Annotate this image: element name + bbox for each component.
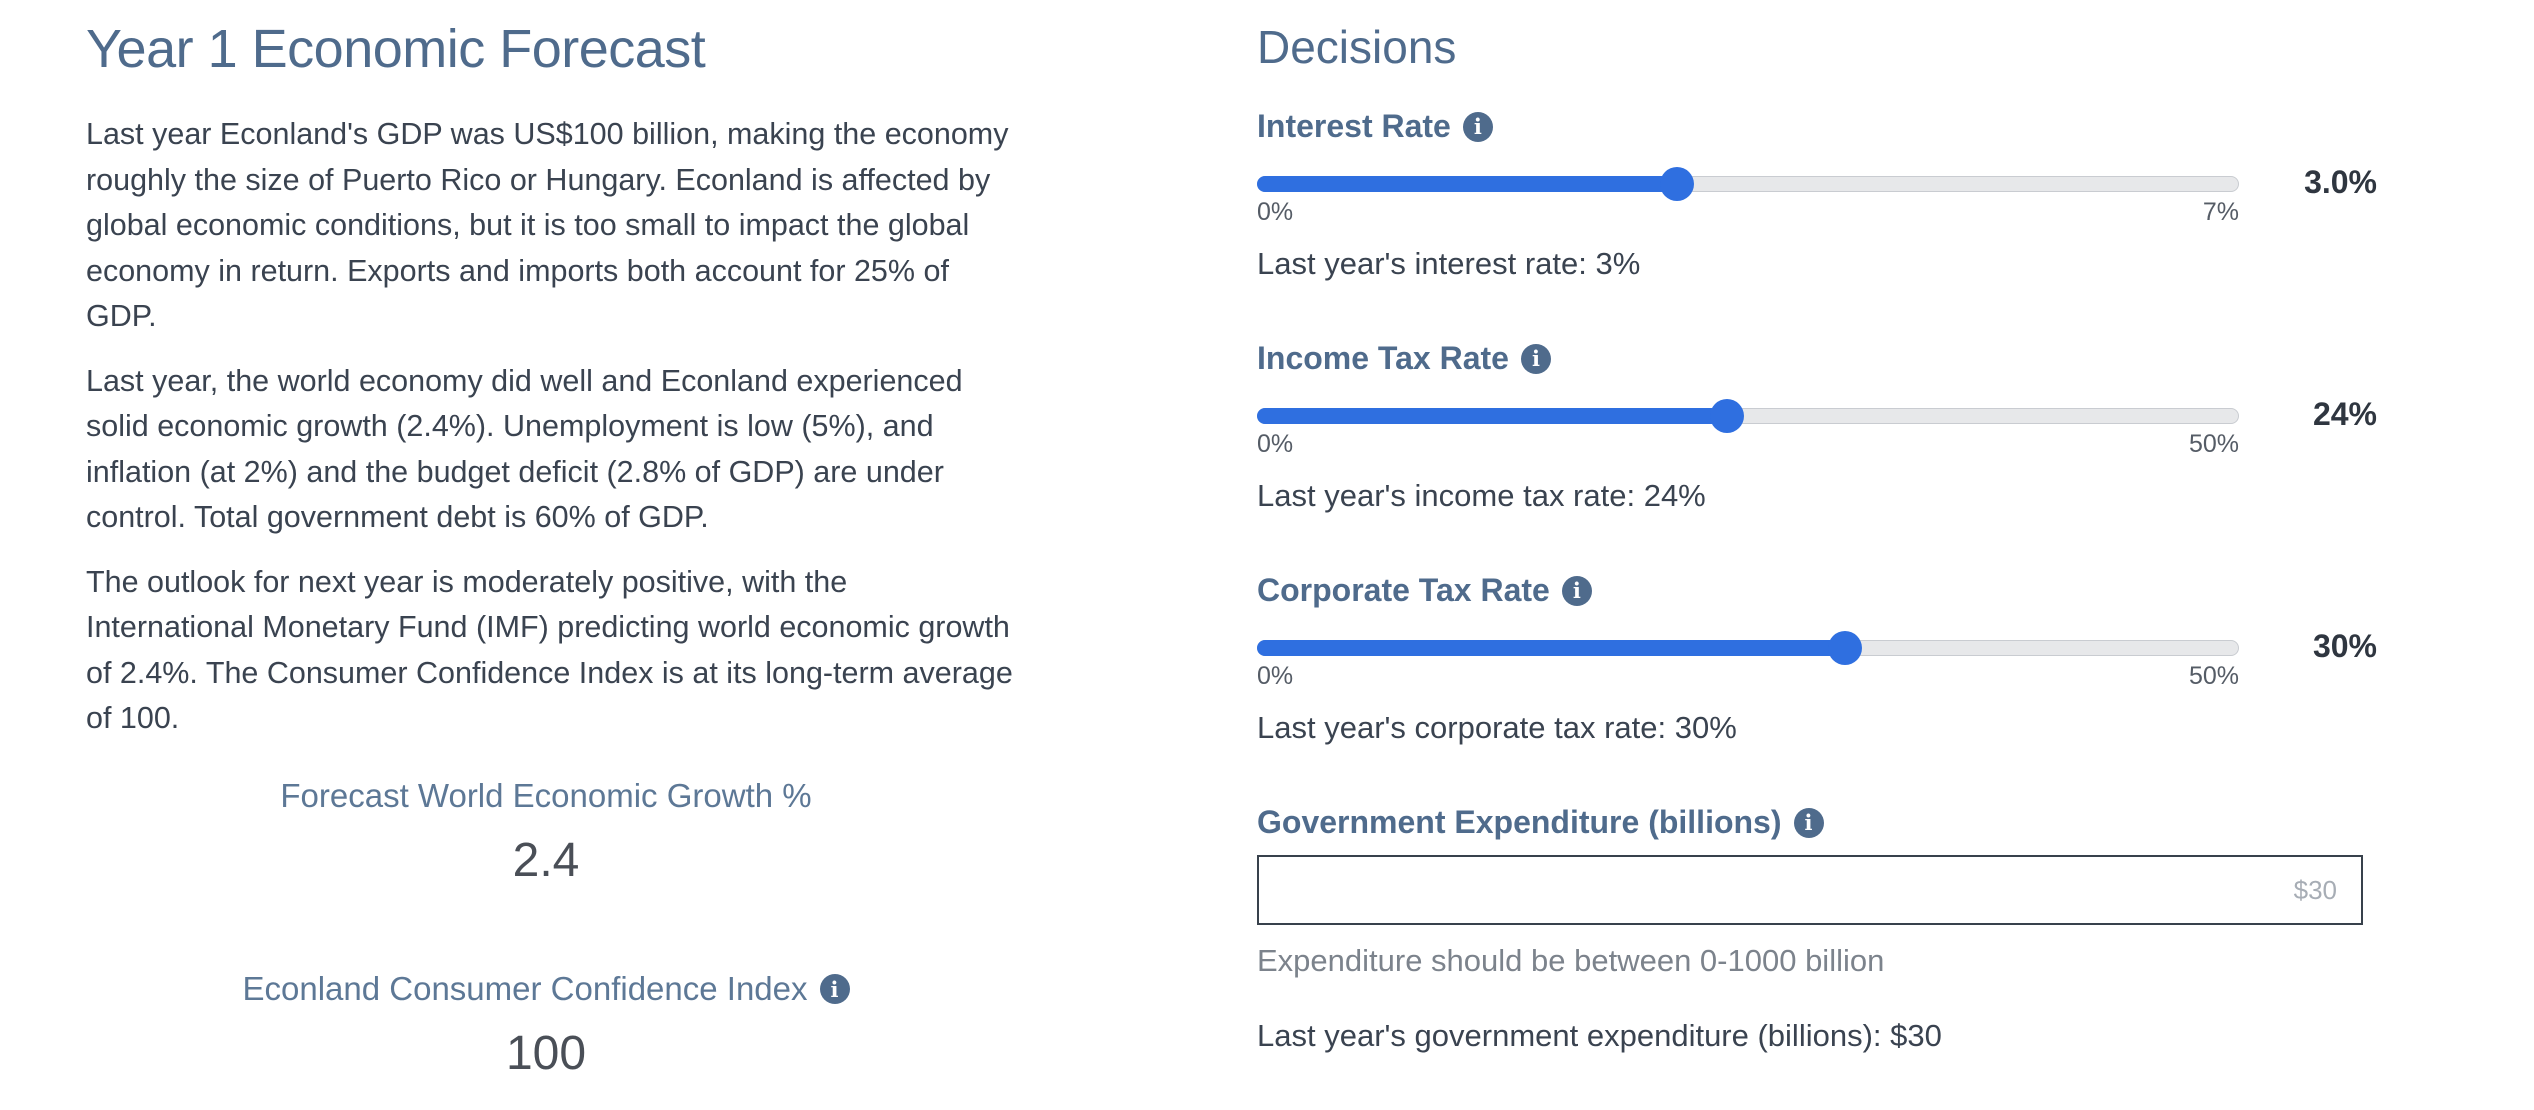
corporate-tax-value: 30%: [2312, 628, 2377, 664]
intro-paragraph: Last year, the world economy did well an…: [86, 363, 963, 535]
info-icon[interactable]: i: [819, 974, 850, 1004]
section-title: Decisions: [1257, 21, 1457, 73]
expenditure-control: Government Expenditure (billions) i: [1257, 804, 2377, 841]
income-tax-control: Income Tax Rate i 0% 50% 24% Last year's…: [1257, 340, 2377, 513]
info-icon[interactable]: i: [1462, 111, 1493, 142]
income-tax-slider[interactable]: [1257, 399, 2239, 433]
expenditure-input[interactable]: [1257, 855, 2363, 925]
world-growth-stat: Forecast World Economic Growth % 2.4: [86, 777, 1006, 888]
expenditure-last-year: Last year's government expenditure (bill…: [1257, 1018, 1942, 1053]
consumer-confidence-stat: Econland Consumer Confidence Index i 100: [86, 970, 1006, 1081]
range-max-label: 50%: [2188, 662, 2239, 690]
page-title: Year 1 Economic Forecast: [86, 19, 706, 79]
info-icon[interactable]: i: [1561, 575, 1592, 606]
interest-rate-value: 3.0%: [2304, 164, 2377, 200]
slider-thumb[interactable]: [1660, 167, 1694, 201]
forecast-intro: Last year Econland's GDP was US$100 bill…: [86, 112, 1016, 761]
world-growth-label: Forecast World Economic Growth %: [280, 777, 812, 814]
slider-thumb[interactable]: [1710, 399, 1744, 433]
consumer-confidence-value: 100: [505, 1027, 587, 1080]
expenditure-help: Expenditure should be between 0-1000 bil…: [1257, 943, 1885, 978]
corporate-tax-control: Corporate Tax Rate i 0% 50% 30% Last yea…: [1257, 572, 2377, 745]
interest-rate-slider[interactable]: [1257, 167, 2239, 201]
info-icon[interactable]: i: [1520, 343, 1551, 374]
income-tax-label: Income Tax Rate i: [1257, 340, 2377, 377]
world-growth-value: 2.4: [512, 834, 580, 887]
income-tax-last-year: Last year's income tax rate: 24%: [1257, 478, 1706, 513]
info-icon[interactable]: i: [1793, 807, 1824, 838]
interest-rate-control: Interest Rate i 0% 7% 3.0% Last year's i…: [1257, 108, 2377, 281]
intro-paragraph: Last year Econland's GDP was US$100 bill…: [86, 117, 1009, 333]
interest-rate-label: Interest Rate i: [1257, 108, 2377, 145]
consumer-confidence-label: Econland Consumer Confidence Index i: [242, 970, 850, 1008]
range-min-label: 0%: [1257, 198, 1294, 226]
intro-paragraph: The outlook for next year is moderately …: [86, 564, 1013, 736]
range-min-label: 0%: [1257, 430, 1294, 458]
slider-fill: [1257, 640, 1845, 656]
range-max-label: 50%: [2188, 430, 2239, 458]
slider-fill: [1257, 408, 1727, 424]
corporate-tax-slider[interactable]: [1257, 631, 2239, 665]
slider-thumb[interactable]: [1828, 631, 1862, 665]
income-tax-value: 24%: [2312, 396, 2377, 432]
corporate-tax-label: Corporate Tax Rate i: [1257, 572, 2377, 609]
slider-fill: [1257, 176, 1677, 192]
corporate-tax-last-year: Last year's corporate tax rate: 30%: [1257, 710, 1737, 745]
expenditure-label: Government Expenditure (billions) i: [1257, 804, 2377, 841]
range-max-label: 7%: [2202, 198, 2239, 226]
interest-rate-last-year: Last year's interest rate: 3%: [1257, 246, 1641, 281]
range-min-label: 0%: [1257, 662, 1294, 690]
